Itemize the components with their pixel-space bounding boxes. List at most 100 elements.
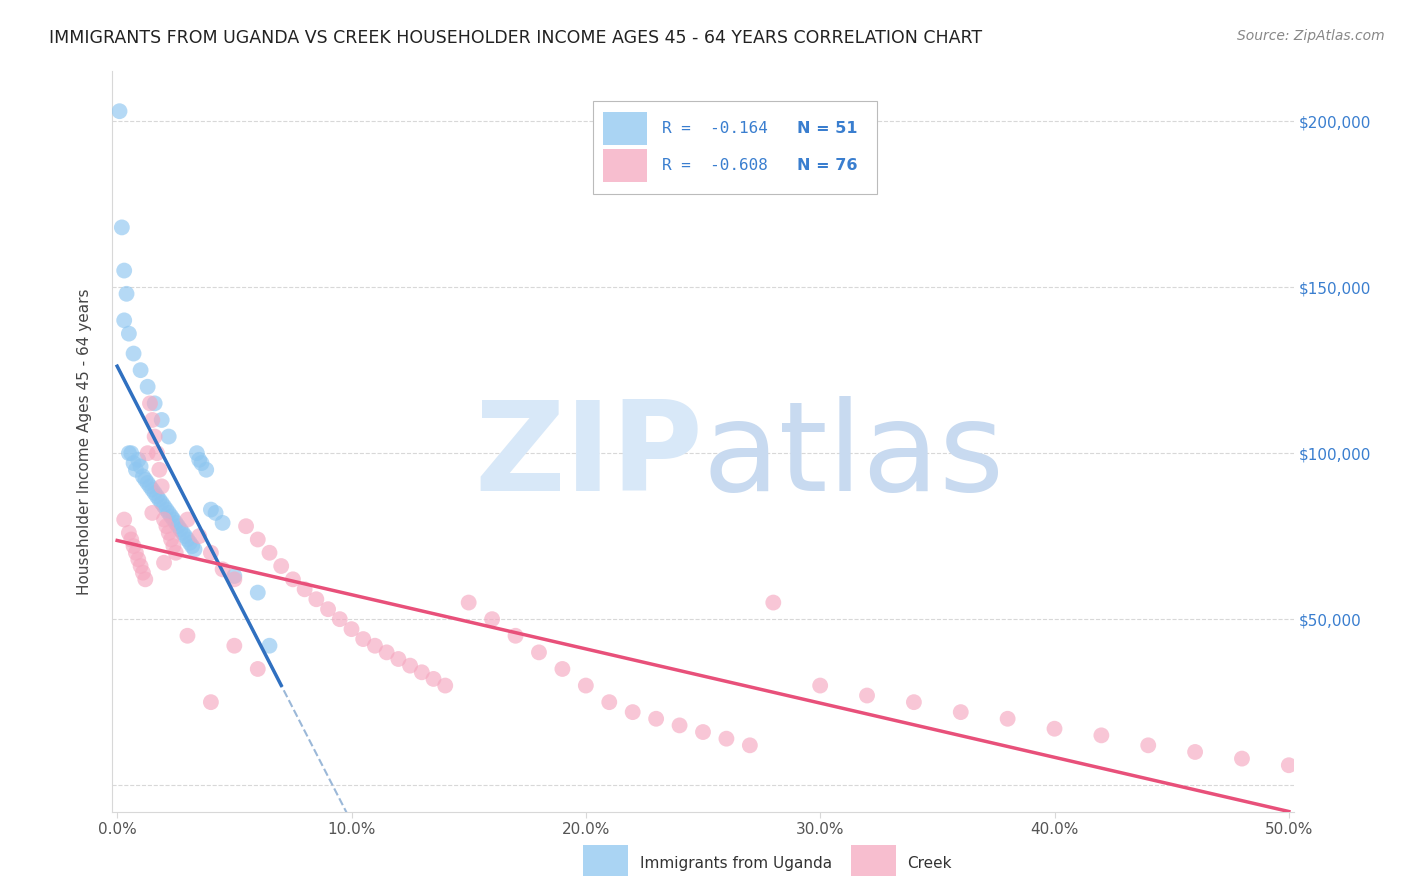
FancyBboxPatch shape	[593, 101, 876, 194]
Point	[1090, 728, 1112, 742]
Point	[575, 679, 598, 693]
Point	[112, 263, 135, 277]
Point	[434, 679, 457, 693]
Point	[224, 572, 246, 586]
Point	[738, 739, 761, 753]
Point	[235, 519, 257, 533]
Point	[132, 469, 155, 483]
Point	[155, 502, 177, 516]
Point	[125, 463, 148, 477]
Point	[143, 429, 166, 443]
Point	[186, 446, 208, 460]
Point	[127, 552, 149, 566]
Point	[160, 533, 183, 547]
Point	[132, 566, 155, 580]
Point	[1230, 751, 1253, 765]
Point	[1278, 758, 1301, 772]
Text: Creek: Creek	[907, 856, 952, 871]
Point	[136, 476, 159, 491]
Point	[162, 512, 184, 526]
Point	[141, 483, 163, 497]
Point	[176, 533, 198, 547]
Point	[111, 220, 134, 235]
Point	[1043, 722, 1066, 736]
Point	[146, 489, 169, 503]
Point	[422, 672, 444, 686]
Point	[305, 592, 328, 607]
Point	[188, 529, 211, 543]
Point	[997, 712, 1019, 726]
Point	[141, 506, 163, 520]
Text: N = 76: N = 76	[797, 158, 858, 173]
Point	[139, 396, 162, 410]
Point	[127, 452, 149, 467]
Point	[259, 546, 281, 560]
Point	[150, 496, 173, 510]
Point	[174, 529, 197, 543]
Point	[139, 479, 162, 493]
Point	[195, 463, 218, 477]
FancyBboxPatch shape	[603, 112, 648, 145]
Point	[224, 639, 246, 653]
Point	[340, 622, 363, 636]
Text: ZIP: ZIP	[474, 396, 703, 516]
Point	[190, 456, 212, 470]
Point	[134, 572, 156, 586]
Point	[856, 689, 879, 703]
Point	[1137, 739, 1160, 753]
Point	[329, 612, 352, 626]
Point	[176, 629, 198, 643]
Point	[122, 456, 145, 470]
Point	[294, 582, 316, 597]
Point	[270, 559, 292, 574]
Point	[211, 516, 233, 530]
Point	[136, 446, 159, 460]
Point	[179, 536, 201, 550]
Point	[129, 363, 152, 377]
Point	[949, 705, 972, 719]
Point	[246, 533, 269, 547]
Point	[162, 539, 184, 553]
Point	[160, 509, 183, 524]
Point	[375, 645, 398, 659]
Point	[136, 380, 159, 394]
Point	[188, 452, 211, 467]
Y-axis label: Householder Income Ages 45 - 64 years: Householder Income Ages 45 - 64 years	[77, 288, 91, 595]
Point	[181, 539, 204, 553]
Point	[903, 695, 925, 709]
Point	[527, 645, 550, 659]
Point	[143, 396, 166, 410]
Point	[148, 463, 170, 477]
Point	[157, 525, 180, 540]
Point	[204, 506, 226, 520]
Point	[762, 596, 785, 610]
Point	[364, 639, 387, 653]
Point	[551, 662, 574, 676]
Point	[598, 695, 620, 709]
Point	[153, 512, 176, 526]
Point	[120, 446, 142, 460]
Point	[129, 459, 152, 474]
Point	[118, 525, 141, 540]
Point	[108, 104, 131, 119]
Point	[118, 326, 141, 341]
Point	[224, 569, 246, 583]
Point	[387, 652, 409, 666]
Point	[112, 313, 135, 327]
Point	[134, 473, 156, 487]
Point	[165, 516, 187, 530]
Point	[176, 512, 198, 526]
Point	[621, 705, 644, 719]
Text: R =  -0.608: R = -0.608	[662, 158, 768, 173]
Point	[352, 632, 374, 646]
Point	[645, 712, 668, 726]
Point	[399, 658, 422, 673]
Point	[125, 546, 148, 560]
Point	[129, 559, 152, 574]
Point	[150, 479, 173, 493]
Point	[157, 506, 180, 520]
Point	[122, 346, 145, 360]
Text: Source: ZipAtlas.com: Source: ZipAtlas.com	[1237, 29, 1385, 43]
Point	[153, 556, 176, 570]
Point	[118, 446, 141, 460]
